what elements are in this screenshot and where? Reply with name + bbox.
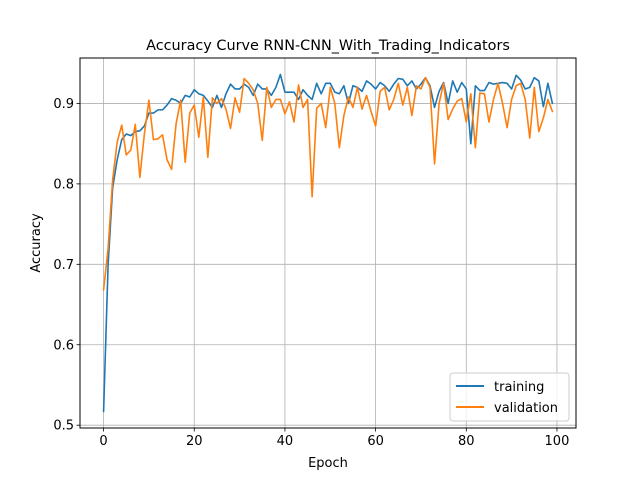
y-tick-label: 0.7 bbox=[53, 258, 74, 273]
series-line-training bbox=[102, 73, 554, 413]
plot-frame bbox=[79, 57, 577, 429]
y-axis-ticks: 0.5 0.6 0.7 0.8 0.9 bbox=[53, 97, 80, 434]
y-tick-label: 0.8 bbox=[53, 177, 74, 192]
series-line-validation bbox=[102, 76, 554, 291]
x-tick-label: 0 bbox=[99, 434, 107, 449]
y-tick-label: 0.9 bbox=[53, 97, 74, 112]
x-tick-label: 40 bbox=[277, 434, 294, 449]
y-tick-label: 0.6 bbox=[53, 338, 74, 353]
legend-label-training: training bbox=[494, 380, 544, 395]
x-tick-label: 60 bbox=[367, 434, 384, 449]
chart-title: Accuracy Curve RNN-CNN_With_Trading_Indi… bbox=[146, 38, 510, 54]
series-layer bbox=[102, 73, 554, 413]
x-axis-ticks: 0 20 40 60 80 100 bbox=[99, 428, 569, 449]
x-tick-label: 100 bbox=[545, 434, 570, 449]
x-tick-label: 80 bbox=[458, 434, 475, 449]
y-tick-label: 0.5 bbox=[53, 419, 74, 434]
y-axis-label: Accuracy bbox=[29, 213, 44, 273]
plot-area bbox=[80, 58, 576, 428]
x-axis-label: Epoch bbox=[308, 456, 348, 471]
legend: training validation bbox=[449, 372, 570, 422]
x-tick-label: 20 bbox=[186, 434, 203, 449]
legend-label-validation: validation bbox=[494, 401, 558, 416]
